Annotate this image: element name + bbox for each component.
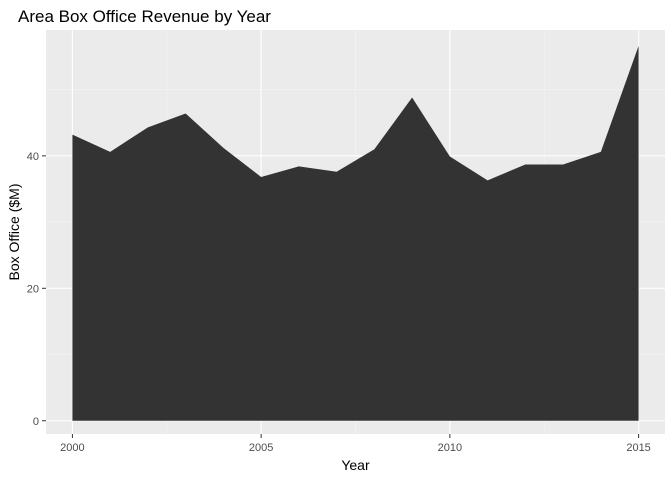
y-tick-label: 0 <box>33 416 39 428</box>
area-fill <box>72 45 639 421</box>
y-tick-label: 20 <box>27 283 39 295</box>
chart-title: Area Box Office Revenue by Year <box>18 7 271 26</box>
y-axis: 0 20 40 <box>27 151 46 428</box>
area-series <box>72 45 639 421</box>
x-tick-label: 2010 <box>438 442 462 454</box>
x-tick-label: 2005 <box>249 442 273 454</box>
y-tick-label: 40 <box>27 151 39 163</box>
x-tick-label: 2015 <box>626 442 650 454</box>
x-tick-label: 2000 <box>60 442 84 454</box>
y-axis-title: Box Office ($M) <box>6 184 22 281</box>
x-axis: 2000 2005 2010 2015 <box>60 434 651 454</box>
x-axis-title: Year <box>341 457 370 473</box>
